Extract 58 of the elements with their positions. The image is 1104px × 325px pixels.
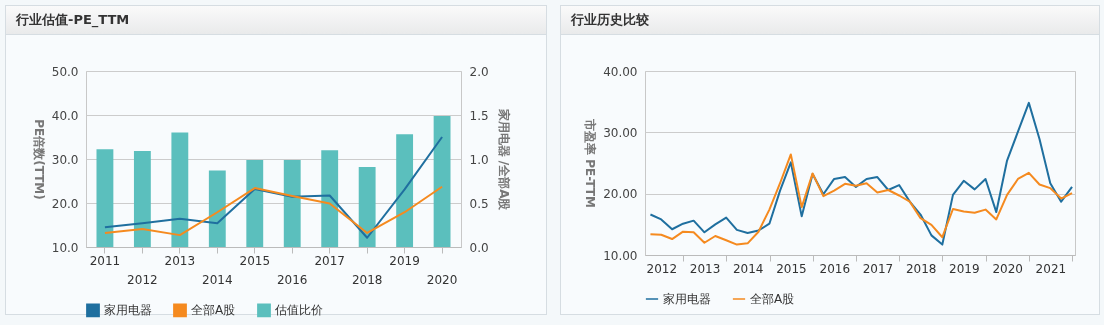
x-tick-label: 2015 bbox=[239, 253, 271, 268]
legend-label: 家用电器 bbox=[663, 292, 711, 306]
y-tick-label: 50.0 bbox=[51, 64, 79, 79]
y-tick-label: 10.0 bbox=[51, 240, 79, 255]
x-tick-label: 2015 bbox=[776, 261, 807, 276]
bar bbox=[171, 132, 189, 247]
x-tick-label: 2018 bbox=[351, 272, 383, 287]
line-series bbox=[103, 136, 444, 239]
x-tick-label: 2019 bbox=[389, 253, 420, 268]
legend-label: 全部A股 bbox=[750, 292, 795, 306]
bar bbox=[133, 151, 151, 247]
x-tick-label: 2021 bbox=[1035, 261, 1067, 276]
line-series bbox=[649, 101, 1074, 246]
line-series bbox=[649, 153, 1074, 246]
bar bbox=[433, 115, 451, 247]
x-tick-label: 2012 bbox=[127, 272, 158, 287]
x-tick-label: 2014 bbox=[732, 261, 764, 276]
y2-tick-label: 0.0 bbox=[469, 240, 489, 255]
y-axis-title: 市盈率 PE-TTM bbox=[583, 118, 598, 208]
x-tick-label: 2019 bbox=[949, 261, 980, 276]
legend-label: 估值比价 bbox=[274, 303, 323, 318]
line-series bbox=[103, 185, 444, 237]
y2-tick-label: 0.5 bbox=[469, 196, 489, 211]
x-tick-label: 2012 bbox=[646, 261, 678, 276]
bar bbox=[208, 170, 226, 247]
chart-title: 行业估值-PE_TTM bbox=[6, 6, 546, 35]
bar bbox=[396, 134, 414, 247]
bar bbox=[283, 159, 301, 247]
y-tick-label: 30.0 bbox=[51, 152, 79, 167]
y2-axis-title: 家用电器 /全部A股 bbox=[496, 107, 511, 212]
x-tick-label: 2016 bbox=[276, 272, 308, 287]
y2-tick-label: 2.0 bbox=[469, 64, 489, 79]
x-tick-label: 2013 bbox=[689, 261, 721, 276]
x-tick-label: 2017 bbox=[314, 253, 345, 268]
bar bbox=[358, 166, 376, 247]
bar bbox=[321, 150, 339, 247]
y-tick-label: 20.00 bbox=[603, 187, 638, 202]
x-tick-label: 2018 bbox=[905, 261, 937, 276]
x-tick-label: 2017 bbox=[862, 261, 894, 276]
y-axis-title: PE倍数(TTM) bbox=[31, 119, 46, 200]
y-tick-label: 20.0 bbox=[51, 196, 79, 211]
y-tick-label: 10.00 bbox=[603, 248, 638, 263]
legend-label: 全部A股 bbox=[191, 303, 236, 318]
y-tick-label: 30.00 bbox=[603, 125, 638, 140]
x-tick-label: 2020 bbox=[992, 261, 1023, 276]
x-tick-label: 2013 bbox=[164, 253, 196, 268]
bar bbox=[96, 149, 114, 247]
legend-label: 家用电器 bbox=[104, 303, 152, 318]
y2-tick-label: 1.0 bbox=[469, 152, 489, 167]
chart-title: 行业历史比较 bbox=[561, 6, 1099, 35]
y-tick-label: 40.0 bbox=[51, 108, 79, 123]
y2-tick-label: 1.5 bbox=[469, 108, 489, 123]
x-tick-label: 2014 bbox=[202, 272, 233, 287]
x-tick-label: 2020 bbox=[426, 272, 458, 287]
y-tick-label: 40.00 bbox=[603, 64, 638, 79]
x-tick-label: 2016 bbox=[819, 261, 851, 276]
bar bbox=[246, 159, 264, 247]
x-tick-label: 2011 bbox=[89, 253, 121, 268]
